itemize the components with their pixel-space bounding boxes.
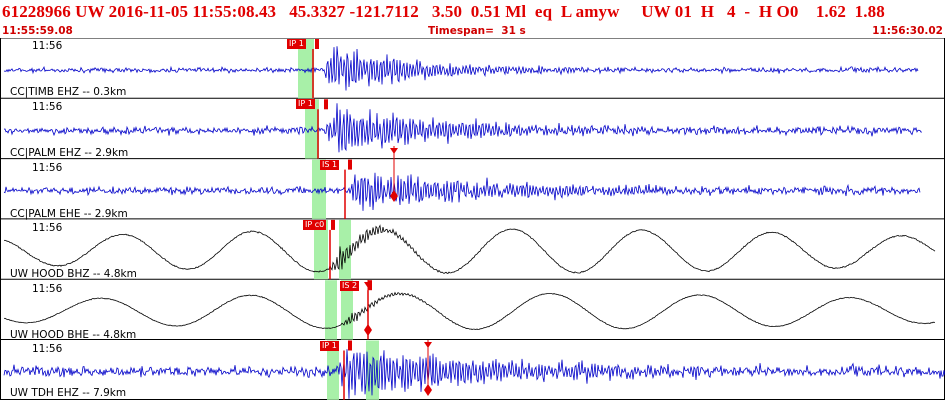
pick-flag [348, 340, 352, 351]
panel-1-time-label: 11:56 [32, 40, 63, 52]
seismogram-trace [3, 46, 919, 91]
panel-6-channel-label: UW TDH EHZ -- 7.9km [10, 387, 127, 399]
event-summary-title: 61228966 UW 2016-11-05 11:55:08.43 45.33… [2, 2, 885, 21]
pick-flag [315, 39, 319, 49]
panel-2-pick-label[interactable]: IP 1 [296, 99, 315, 109]
pick-window-highlight [312, 159, 326, 219]
seismogram-trace [3, 349, 945, 399]
panel-1-channel-label: CC|TIMB EHZ -- 0.3km [10, 86, 127, 98]
panel-4-pick-label[interactable]: IP c0 [303, 220, 327, 230]
timespan-label: Timespan= 31 s [428, 25, 526, 37]
panel-4-time-label: 11:56 [32, 222, 63, 234]
panel-1-pick-label[interactable]: IP 1 [287, 39, 306, 49]
pick-triangle-marker [424, 342, 432, 348]
seismogram-traces-svg[interactable] [0, 38, 945, 400]
window-end-time: 11:56:30.02 [872, 25, 943, 37]
pick-flag [368, 280, 372, 291]
pick-window-highlight [339, 219, 351, 280]
panel-2-time-label: 11:56 [32, 101, 63, 113]
pick-triangle-marker [364, 282, 372, 288]
pick-flag [324, 99, 328, 110]
pick-triangle-marker [390, 148, 398, 154]
panel-3-pick-label[interactable]: IS 1 [320, 160, 340, 170]
pick-window-highlight [325, 280, 337, 340]
pick-flag [331, 219, 335, 230]
seismogram-trace [3, 172, 921, 211]
panel-5-channel-label: UW HOOD BHE -- 4.8km [10, 329, 137, 341]
panel-6-pick-label[interactable]: IP 1 [320, 341, 339, 351]
panel-3-channel-label: CC|PALM EHE -- 2.9km [10, 208, 128, 220]
pick-diamond-marker [364, 324, 372, 336]
window-start-time: 11:55:59.08 [2, 25, 73, 37]
pick-flag [348, 159, 352, 170]
pick-window-highlight [305, 99, 319, 159]
seismogram-plot-area[interactable]: 11:56 CC|TIMB EHZ -- 0.3km IP 1 11:56 CC… [0, 38, 945, 400]
seismogram-trace [3, 103, 923, 153]
pick-window-highlight [298, 39, 314, 99]
pick-window-highlight [314, 219, 328, 280]
seismogram-trace [3, 291, 936, 331]
panel-4-channel-label: UW HOOD BHZ -- 4.8km [10, 268, 137, 280]
pick-diamond-marker [390, 190, 398, 202]
pick-diamond-marker [424, 384, 432, 396]
panel-6-time-label: 11:56 [32, 343, 63, 355]
event-header: 61228966 UW 2016-11-05 11:55:08.43 45.33… [0, 0, 945, 38]
panel-5-time-label: 11:56 [32, 283, 63, 295]
panel-5-pick-label[interactable]: IS 2 [340, 281, 360, 291]
panel-2-channel-label: CC|PALM EHZ -- 2.9km [10, 147, 129, 159]
seismogram-trace [3, 224, 936, 274]
panel-3-time-label: 11:56 [32, 162, 63, 174]
